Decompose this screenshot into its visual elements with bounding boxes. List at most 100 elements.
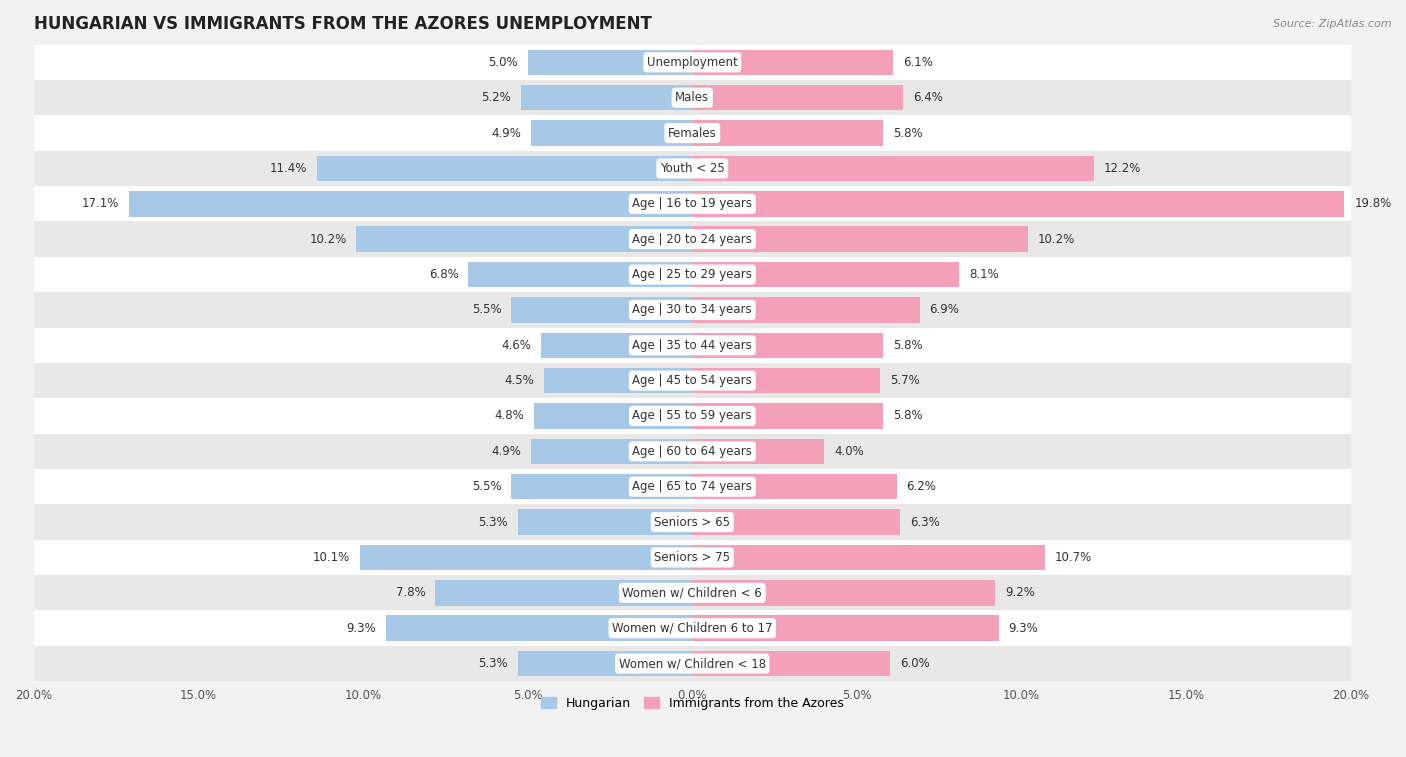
Text: 10.2%: 10.2% xyxy=(1038,232,1076,246)
Bar xyxy=(360,545,692,570)
Bar xyxy=(692,85,903,111)
Text: 17.1%: 17.1% xyxy=(82,198,120,210)
Text: Women w/ Children 6 to 17: Women w/ Children 6 to 17 xyxy=(612,621,772,634)
Text: 5.8%: 5.8% xyxy=(893,410,922,422)
Text: 4.8%: 4.8% xyxy=(495,410,524,422)
Text: 4.5%: 4.5% xyxy=(505,374,534,387)
Text: Seniors > 65: Seniors > 65 xyxy=(654,516,730,528)
Bar xyxy=(34,434,1351,469)
Text: 5.5%: 5.5% xyxy=(471,480,502,494)
Text: 8.1%: 8.1% xyxy=(969,268,998,281)
Text: 5.7%: 5.7% xyxy=(890,374,920,387)
Text: 9.2%: 9.2% xyxy=(1005,587,1035,600)
Text: Age | 55 to 59 years: Age | 55 to 59 years xyxy=(633,410,752,422)
Bar xyxy=(692,509,900,534)
Text: HUNGARIAN VS IMMIGRANTS FROM THE AZORES UNEMPLOYMENT: HUNGARIAN VS IMMIGRANTS FROM THE AZORES … xyxy=(34,15,651,33)
Bar xyxy=(692,332,883,358)
Bar xyxy=(34,292,1351,328)
Text: 10.1%: 10.1% xyxy=(312,551,350,564)
Bar xyxy=(692,651,890,676)
Text: 19.8%: 19.8% xyxy=(1354,198,1392,210)
Text: 6.1%: 6.1% xyxy=(903,56,934,69)
Text: 5.3%: 5.3% xyxy=(478,657,508,670)
Text: 9.3%: 9.3% xyxy=(346,621,375,634)
Bar xyxy=(316,156,692,181)
Bar xyxy=(692,298,920,322)
Text: 4.6%: 4.6% xyxy=(501,339,531,352)
Bar xyxy=(34,186,1351,222)
Bar xyxy=(34,575,1351,610)
Text: 5.0%: 5.0% xyxy=(488,56,517,69)
Bar xyxy=(34,151,1351,186)
Bar xyxy=(34,363,1351,398)
Text: 10.7%: 10.7% xyxy=(1054,551,1092,564)
Bar xyxy=(522,85,692,111)
Text: 6.2%: 6.2% xyxy=(907,480,936,494)
Text: Women w/ Children < 6: Women w/ Children < 6 xyxy=(623,587,762,600)
Text: Age | 16 to 19 years: Age | 16 to 19 years xyxy=(633,198,752,210)
Text: 6.8%: 6.8% xyxy=(429,268,458,281)
Bar xyxy=(692,226,1028,252)
Bar xyxy=(531,438,692,464)
Bar xyxy=(692,50,893,75)
Bar xyxy=(34,80,1351,115)
Bar xyxy=(692,403,883,428)
Text: Age | 20 to 24 years: Age | 20 to 24 years xyxy=(633,232,752,246)
Text: Age | 30 to 34 years: Age | 30 to 34 years xyxy=(633,304,752,316)
Bar xyxy=(436,580,692,606)
Text: 6.4%: 6.4% xyxy=(912,91,943,104)
Bar xyxy=(34,45,1351,80)
Bar xyxy=(512,474,692,500)
Bar xyxy=(34,469,1351,504)
Bar xyxy=(34,222,1351,257)
Bar xyxy=(692,580,995,606)
Bar xyxy=(692,545,1045,570)
Bar xyxy=(34,540,1351,575)
Bar xyxy=(387,615,692,641)
Bar xyxy=(129,191,692,217)
Bar xyxy=(34,398,1351,434)
Text: 4.9%: 4.9% xyxy=(491,445,522,458)
Text: 6.0%: 6.0% xyxy=(900,657,929,670)
Text: Males: Males xyxy=(675,91,710,104)
Bar xyxy=(692,615,998,641)
Bar xyxy=(692,156,1094,181)
Text: 5.5%: 5.5% xyxy=(471,304,502,316)
Text: Age | 45 to 54 years: Age | 45 to 54 years xyxy=(633,374,752,387)
Bar xyxy=(517,509,692,534)
Bar xyxy=(692,120,883,146)
Bar xyxy=(531,120,692,146)
Bar xyxy=(517,651,692,676)
Bar xyxy=(534,403,692,428)
Text: 5.3%: 5.3% xyxy=(478,516,508,528)
Text: 5.8%: 5.8% xyxy=(893,339,922,352)
Text: 7.8%: 7.8% xyxy=(395,587,426,600)
Bar xyxy=(34,646,1351,681)
Text: Age | 25 to 29 years: Age | 25 to 29 years xyxy=(633,268,752,281)
Text: Females: Females xyxy=(668,126,717,139)
Bar xyxy=(692,191,1344,217)
Text: 5.8%: 5.8% xyxy=(893,126,922,139)
Bar xyxy=(34,504,1351,540)
Bar xyxy=(512,298,692,322)
Text: 6.9%: 6.9% xyxy=(929,304,959,316)
Bar xyxy=(692,438,824,464)
Text: 6.3%: 6.3% xyxy=(910,516,939,528)
Bar xyxy=(34,328,1351,363)
Text: 10.2%: 10.2% xyxy=(309,232,346,246)
Text: 9.3%: 9.3% xyxy=(1008,621,1038,634)
Text: Age | 60 to 64 years: Age | 60 to 64 years xyxy=(633,445,752,458)
Bar xyxy=(541,332,692,358)
Bar xyxy=(692,474,897,500)
Text: Source: ZipAtlas.com: Source: ZipAtlas.com xyxy=(1274,19,1392,29)
Legend: Hungarian, Immigrants from the Azores: Hungarian, Immigrants from the Azores xyxy=(536,692,849,715)
Bar xyxy=(692,368,880,394)
Bar xyxy=(356,226,692,252)
Text: 12.2%: 12.2% xyxy=(1104,162,1142,175)
Bar xyxy=(527,50,692,75)
Bar xyxy=(544,368,692,394)
Text: Age | 35 to 44 years: Age | 35 to 44 years xyxy=(633,339,752,352)
Bar xyxy=(692,262,959,287)
Text: 11.4%: 11.4% xyxy=(270,162,307,175)
Bar xyxy=(34,115,1351,151)
